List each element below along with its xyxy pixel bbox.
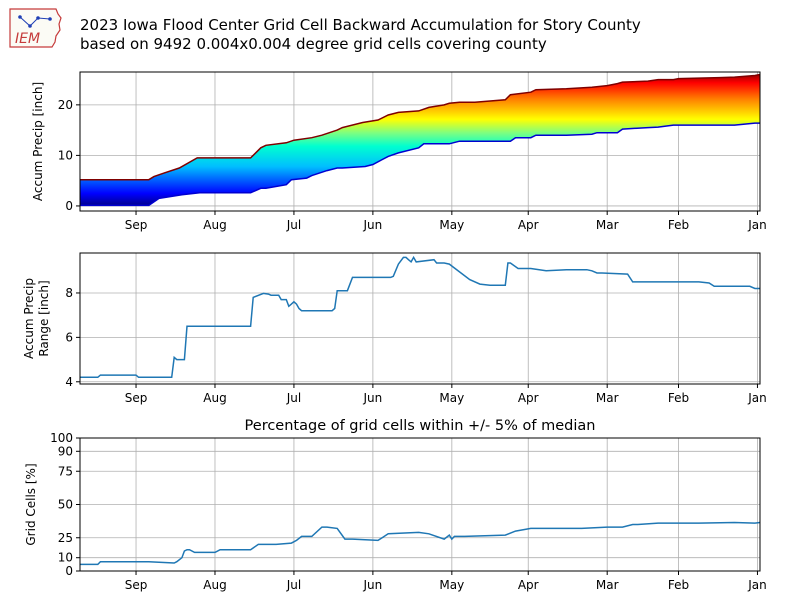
y-tick-label: 6 — [65, 330, 73, 344]
x-tick-label: May — [439, 391, 464, 405]
x-tick-label: Sep — [125, 218, 148, 232]
y-tick-label: 50 — [58, 498, 73, 512]
x-tick-label: Sep — [125, 578, 148, 592]
chart-title: 2023 Iowa Flood Center Grid Cell Backwar… — [80, 16, 641, 54]
y-tick-label: 0 — [65, 564, 73, 578]
series-line-range — [80, 255, 760, 379]
x-tick-label: Apr — [518, 578, 539, 592]
x-tick-label: Mar — [596, 391, 619, 405]
x-tick-label: Mar — [596, 218, 619, 232]
iem-logo: IEM — [9, 8, 62, 48]
x-tick-label: Apr — [518, 218, 539, 232]
x-tick-label: Feb — [668, 578, 689, 592]
y-tick-label: 0 — [65, 199, 73, 213]
logo-text: IEM — [15, 31, 40, 47]
y-axis-label: Accum PrecipRange [inch] — [22, 278, 51, 359]
y-tick-label: 25 — [58, 531, 73, 545]
y-tick-label: 75 — [58, 464, 73, 478]
y-tick-label: 20 — [58, 98, 73, 112]
panel-title: Percentage of grid cells within +/- 5% o… — [245, 418, 596, 434]
series-line-percent — [80, 521, 761, 566]
y-tick-label: 10 — [58, 551, 73, 565]
y-tick-label: 10 — [58, 148, 73, 162]
series-max-line — [80, 73, 761, 181]
x-tick-label: Mar — [596, 578, 619, 592]
x-tick-label: Jun — [363, 578, 383, 592]
x-tick-label: Jan — [747, 578, 767, 592]
x-tick-label: Feb — [668, 218, 689, 232]
series-min-line — [80, 122, 760, 207]
x-tick-label: Aug — [203, 391, 226, 405]
x-tick-label: Aug — [203, 578, 226, 592]
y-tick-label: 8 — [65, 286, 73, 300]
x-tick-label: Aug — [203, 218, 226, 232]
plot-frame — [79, 71, 761, 212]
x-tick-label: Jul — [286, 218, 301, 232]
x-tick-label: Jun — [363, 391, 383, 405]
x-tick-label: Sep — [125, 391, 148, 405]
plot-frame — [79, 252, 761, 385]
y-tick-label: 4 — [65, 375, 73, 389]
y-axis-label-line-2: Range [inch] — [37, 280, 51, 356]
accum-band — [80, 74, 760, 206]
y-tick-label: 100 — [50, 431, 73, 445]
x-tick-label: Feb — [668, 391, 689, 405]
x-tick-label: May — [439, 578, 464, 592]
y-axis-label: Accum Precip [inch] — [31, 82, 45, 201]
title-line-2: based on 9492 0.004x0.004 degree grid ce… — [80, 35, 547, 53]
x-tick-label: Apr — [518, 391, 539, 405]
x-tick-label: Jul — [286, 578, 301, 592]
x-tick-label: Jan — [747, 391, 767, 405]
y-axis-label: Grid Cells [%] — [24, 463, 38, 545]
x-tick-label: May — [439, 218, 464, 232]
x-tick-label: Jul — [286, 391, 301, 405]
precip-range-panel: Sep Aug Jul Jun May Apr Mar Feb Jan 4 6 8 Accum Prec… — [22, 252, 767, 405]
grid-cells-panel: Sep Aug Jul Jun May Apr Mar Feb Jan 010 25 50 75 9010… — [24, 418, 767, 592]
y-tick-label: 90 — [58, 444, 73, 458]
y-axis-label-line-1: Accum Precip — [22, 278, 36, 359]
x-tick-label: Jun — [363, 218, 383, 232]
title-line-1: 2023 Iowa Flood Center Grid Cell Backwar… — [80, 16, 641, 34]
accum-precip-panel: Sep Aug Jul Jun May Apr Mar Feb Jan 0 10 20 Accum Pr… — [31, 71, 767, 232]
x-tick-label: Jan — [747, 218, 767, 232]
